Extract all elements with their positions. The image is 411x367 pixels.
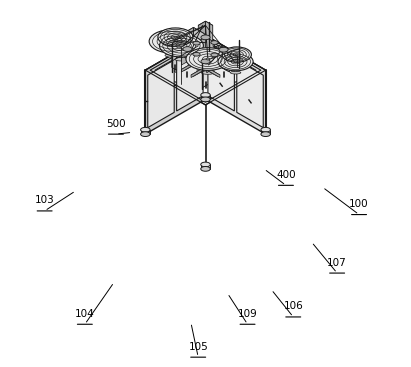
Polygon shape: [181, 28, 204, 41]
Ellipse shape: [165, 54, 179, 57]
Ellipse shape: [201, 97, 210, 102]
Ellipse shape: [180, 45, 183, 47]
Polygon shape: [213, 47, 230, 57]
Polygon shape: [227, 54, 230, 58]
Ellipse shape: [159, 34, 203, 57]
Ellipse shape: [222, 47, 252, 62]
Polygon shape: [184, 54, 220, 77]
Ellipse shape: [218, 52, 253, 71]
Ellipse shape: [174, 36, 177, 38]
Polygon shape: [181, 48, 217, 72]
Text: 107: 107: [327, 258, 347, 268]
Polygon shape: [221, 47, 230, 65]
Polygon shape: [191, 48, 230, 71]
Polygon shape: [194, 28, 204, 57]
Polygon shape: [166, 43, 208, 72]
Ellipse shape: [201, 162, 210, 167]
Polygon shape: [197, 37, 206, 56]
Ellipse shape: [206, 58, 210, 60]
Polygon shape: [181, 46, 198, 56]
Ellipse shape: [193, 52, 200, 56]
Polygon shape: [190, 46, 198, 65]
Text: 105: 105: [188, 342, 208, 352]
Text: 109: 109: [238, 309, 257, 319]
Polygon shape: [213, 47, 221, 65]
Ellipse shape: [201, 167, 210, 171]
Ellipse shape: [261, 132, 270, 137]
Ellipse shape: [232, 63, 241, 65]
Polygon shape: [206, 21, 213, 65]
Text: 106: 106: [283, 301, 303, 312]
Polygon shape: [197, 37, 214, 47]
Ellipse shape: [230, 71, 241, 74]
Ellipse shape: [186, 48, 230, 70]
Text: 100: 100: [349, 199, 369, 209]
Ellipse shape: [219, 47, 228, 52]
Polygon shape: [237, 60, 263, 128]
Ellipse shape: [201, 59, 210, 64]
Polygon shape: [172, 43, 177, 70]
Ellipse shape: [236, 54, 238, 55]
Polygon shape: [194, 48, 230, 72]
Text: 103: 103: [35, 196, 55, 206]
Ellipse shape: [211, 41, 218, 44]
Polygon shape: [207, 45, 219, 73]
Polygon shape: [181, 54, 184, 58]
Polygon shape: [208, 43, 234, 111]
Polygon shape: [207, 45, 230, 58]
Polygon shape: [197, 57, 206, 74]
Ellipse shape: [201, 92, 210, 97]
Ellipse shape: [141, 127, 150, 132]
Polygon shape: [206, 57, 214, 74]
Polygon shape: [191, 54, 230, 76]
Ellipse shape: [170, 40, 174, 43]
Ellipse shape: [201, 71, 215, 74]
Ellipse shape: [261, 127, 270, 132]
Ellipse shape: [141, 132, 150, 137]
Polygon shape: [177, 43, 203, 111]
Polygon shape: [206, 37, 214, 56]
Polygon shape: [145, 36, 206, 134]
Ellipse shape: [234, 61, 237, 62]
Ellipse shape: [201, 35, 210, 40]
Ellipse shape: [158, 28, 193, 46]
Polygon shape: [208, 43, 245, 68]
Polygon shape: [181, 48, 220, 71]
Text: 400: 400: [276, 170, 296, 180]
Ellipse shape: [149, 30, 194, 53]
Polygon shape: [181, 28, 194, 58]
Polygon shape: [206, 36, 266, 134]
Polygon shape: [181, 54, 220, 76]
Polygon shape: [197, 57, 214, 66]
Polygon shape: [217, 48, 220, 52]
Polygon shape: [181, 46, 190, 65]
Polygon shape: [219, 45, 230, 72]
Polygon shape: [191, 54, 227, 77]
Ellipse shape: [193, 41, 200, 45]
Polygon shape: [155, 41, 256, 99]
Ellipse shape: [211, 53, 218, 57]
Polygon shape: [191, 48, 194, 52]
Text: 500: 500: [106, 119, 126, 129]
Polygon shape: [148, 60, 174, 128]
Polygon shape: [198, 21, 206, 65]
Polygon shape: [198, 21, 213, 29]
Ellipse shape: [170, 47, 181, 50]
Ellipse shape: [175, 58, 188, 61]
Ellipse shape: [183, 47, 192, 51]
Text: 104: 104: [75, 309, 95, 319]
Polygon shape: [166, 43, 245, 88]
Polygon shape: [145, 36, 266, 105]
